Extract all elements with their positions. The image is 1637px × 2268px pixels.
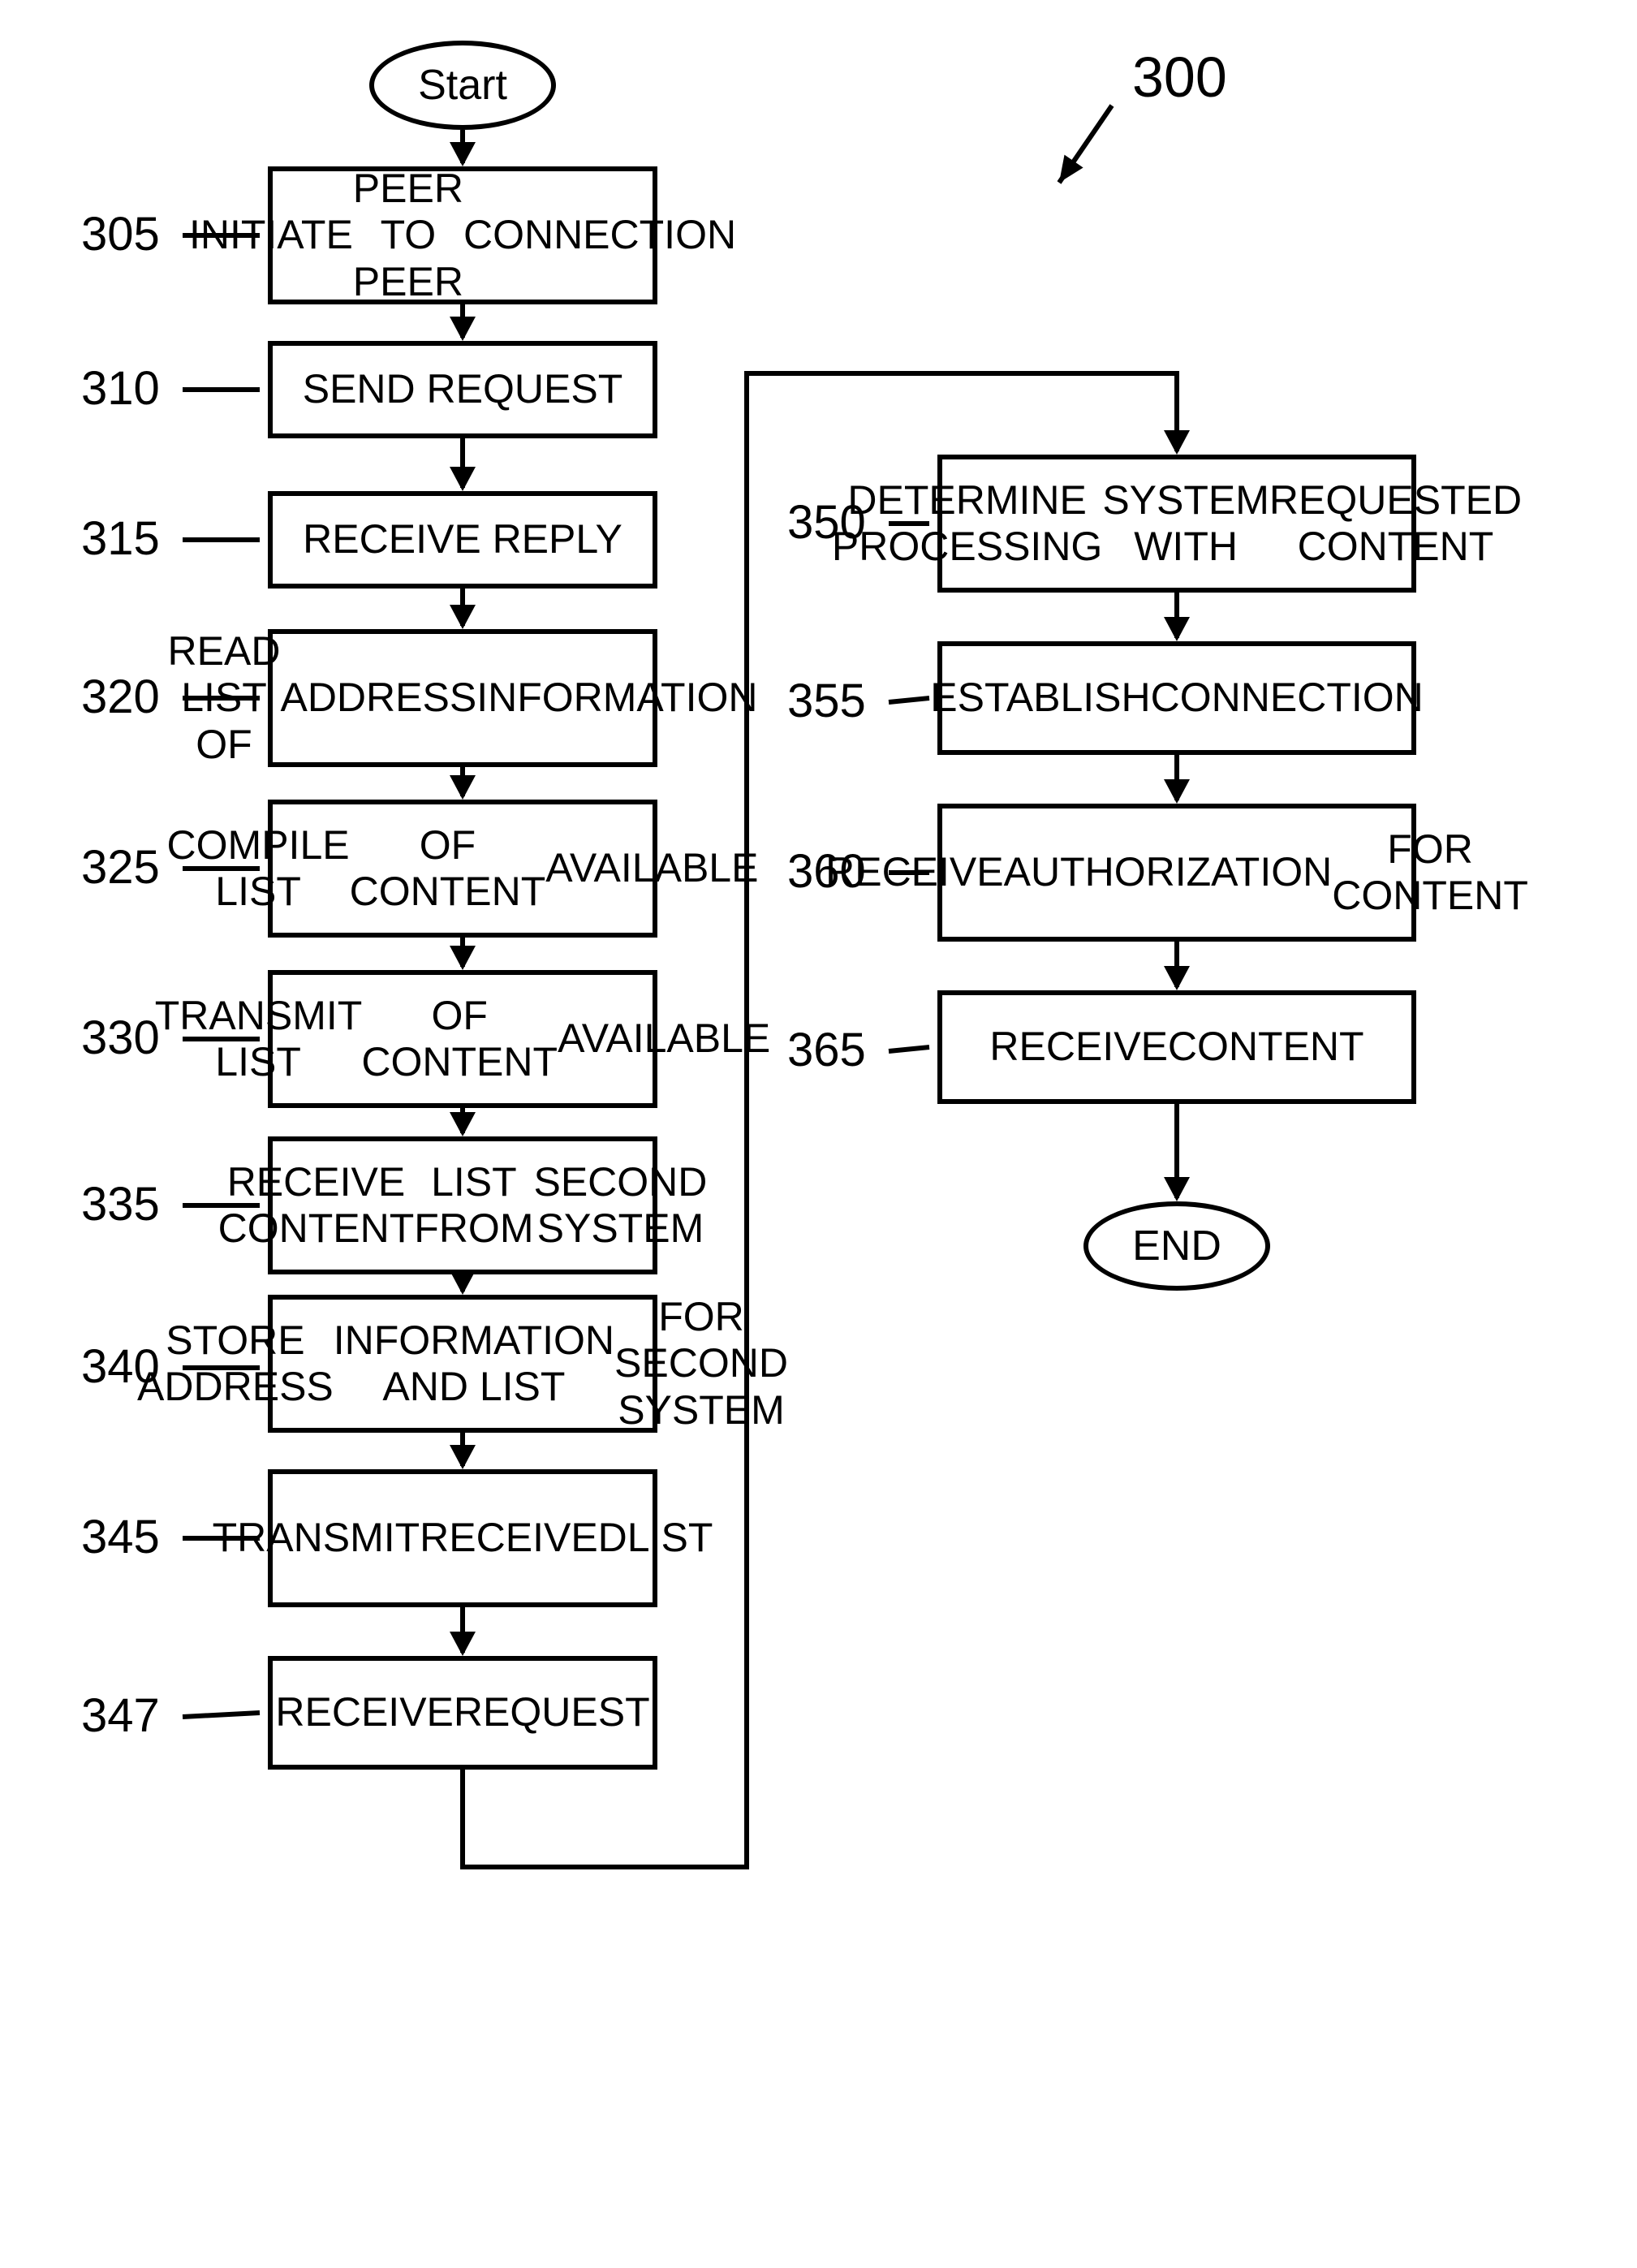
step-347: RECEIVEREQUEST <box>268 1656 657 1770</box>
ref-335: 335 <box>81 1177 160 1231</box>
start-terminator: Start <box>369 41 556 130</box>
step-320: READ LIST OFADDRESSINFORMATION <box>268 629 657 767</box>
step-350: DETERMINE PROCESSINGSYSTEM WITHREQUESTED… <box>937 455 1416 593</box>
ref-330: 330 <box>81 1011 160 1065</box>
end-terminator: END <box>1083 1201 1270 1291</box>
ref-310: 310 <box>81 361 160 416</box>
step-330: TRANSMIT LISTOF CONTENTAVAILABLE <box>268 970 657 1108</box>
step-345: TRANSMITRECEIVEDLIST <box>268 1469 657 1607</box>
ref-360: 360 <box>787 844 866 899</box>
connectors <box>0 0 1637 2268</box>
step-360: RECEIVEAUTHORIZATIONFOR CONTENT <box>937 804 1416 942</box>
step-365: RECEIVECONTENT <box>937 990 1416 1104</box>
step-355: ESTABLISHCONNECTION <box>937 641 1416 755</box>
ref-350: 350 <box>787 495 866 550</box>
start-label: Start <box>418 61 507 110</box>
step-310: SEND REQUEST <box>268 341 657 438</box>
step-325: COMPILE LISTOF CONTENTAVAILABLE <box>268 800 657 938</box>
step-335: RECEIVE CONTENTLIST FROMSECOND SYSTEM <box>268 1136 657 1274</box>
ref-347: 347 <box>81 1688 160 1743</box>
end-label: END <box>1132 1222 1221 1270</box>
figure-label: 300 <box>1132 45 1227 110</box>
ref-340: 340 <box>81 1339 160 1394</box>
step-315: RECEIVE REPLY <box>268 491 657 589</box>
ref-355: 355 <box>787 674 866 728</box>
step-340: STORE ADDRESSINFORMATION AND LISTFOR SEC… <box>268 1295 657 1433</box>
ref-325: 325 <box>81 840 160 895</box>
ref-305: 305 <box>81 207 160 261</box>
ref-365: 365 <box>787 1023 866 1077</box>
ref-320: 320 <box>81 670 160 724</box>
ref-345: 345 <box>81 1510 160 1564</box>
step-305: INITIATEPEER TO PEERCONNECTION <box>268 166 657 304</box>
ref-315: 315 <box>81 511 160 566</box>
